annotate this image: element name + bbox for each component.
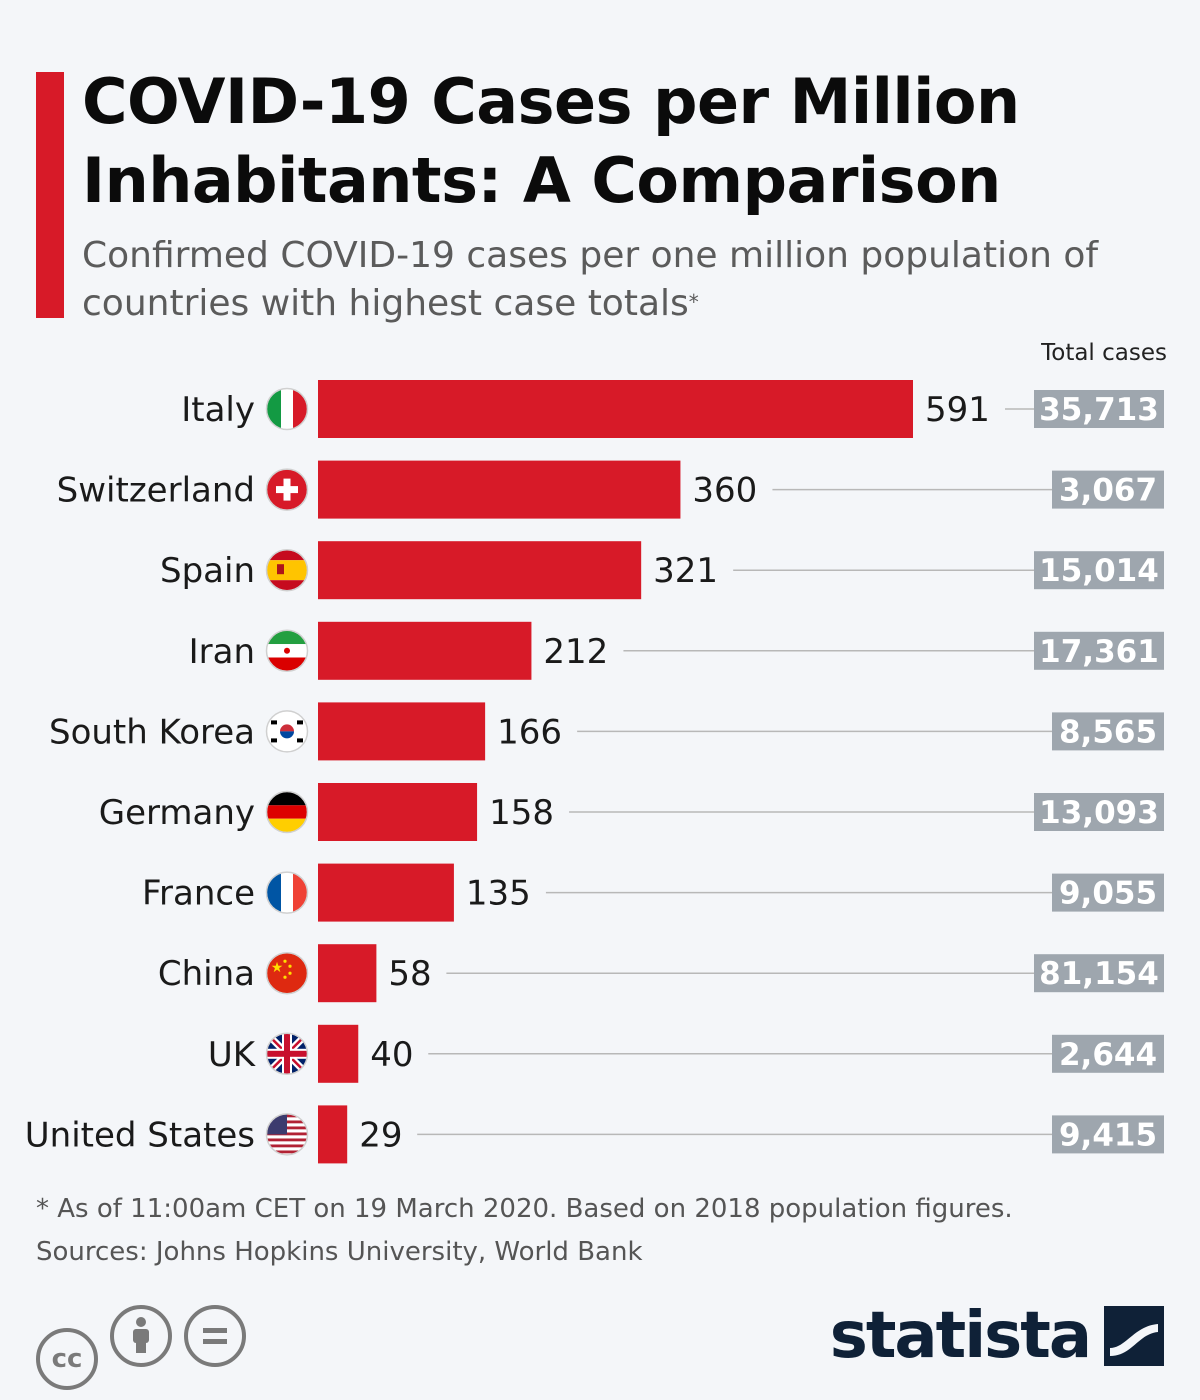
total-cases-value: 13,093 <box>1039 795 1159 831</box>
china-flag-icon: ★ <box>265 951 309 995</box>
bar-row: United States 29 9,415 <box>25 1105 1164 1164</box>
value-label: 360 <box>692 471 757 511</box>
footnote: * As of 11:00am CET on 19 March 2020. Ba… <box>36 1188 1166 1274</box>
subtitle-footnote-mark: * <box>688 290 699 314</box>
bar <box>318 702 486 761</box>
value-label: 591 <box>925 390 990 430</box>
bar-row: Spain 321 15,014 <box>160 541 1164 600</box>
statista-mark-icon <box>1104 1306 1164 1366</box>
creative-commons-icon[interactable]: cc <box>36 1328 98 1390</box>
bar <box>318 1105 348 1164</box>
value-label: 40 <box>370 1035 413 1075</box>
chart-title: COVID-19 Cases per Million Inhabitants: … <box>82 65 1020 217</box>
bar-row: South Korea 166 8,565 <box>49 702 1164 761</box>
subtitle-text: Confirmed COVID-19 cases per one million… <box>82 235 1099 324</box>
bar-row: Iran 212 17,361 <box>189 621 1164 680</box>
category-label: China <box>158 954 255 994</box>
germany-flag-icon <box>265 790 309 834</box>
bar-row: China ★ 58 81,154 <box>158 944 1164 1003</box>
total-cases-box <box>1052 470 1164 509</box>
total-cases-value: 15,014 <box>1039 553 1159 589</box>
total-cases-box <box>1052 1115 1164 1154</box>
total-cases-box <box>1034 793 1164 831</box>
spain-flag-icon <box>265 548 309 592</box>
france-flag-icon <box>265 871 309 914</box>
total-cases-value: 9,415 <box>1059 1117 1157 1153</box>
category-label: Iran <box>189 632 255 672</box>
total-cases-value: 81,154 <box>1039 956 1159 992</box>
total-cases-value: 17,361 <box>1039 634 1159 670</box>
category-label: France <box>142 874 255 914</box>
total-cases-value: 9,055 <box>1059 876 1157 912</box>
total-cases-box <box>1034 954 1164 993</box>
category-label: United States <box>25 1115 255 1155</box>
license-icons: cc <box>36 1305 258 1390</box>
uk-flag-icon <box>265 1032 309 1076</box>
footnote-note: * As of 11:00am CET on 19 March 2020. Ba… <box>36 1194 1013 1224</box>
category-label: South Korea <box>49 712 255 752</box>
total-cases-value: 2,644 <box>1059 1037 1157 1073</box>
value-label: 29 <box>359 1115 402 1155</box>
chart-subtitle: Confirmed COVID-19 cases per one million… <box>82 232 1172 328</box>
bar-row: UK 40 2,644 <box>208 1024 1164 1083</box>
bar-row: Italy 591 35,713 <box>181 380 1164 438</box>
switzerland-flag-icon <box>265 468 309 511</box>
total-cases-box <box>1052 873 1164 912</box>
total-cases-box <box>1034 390 1164 428</box>
bar <box>318 460 681 519</box>
title-accent-bar <box>36 72 64 318</box>
category-label: UK <box>208 1035 257 1075</box>
value-label: 158 <box>489 793 554 833</box>
bar <box>318 621 532 680</box>
category-label: Germany <box>99 793 255 833</box>
value-label: 58 <box>388 954 431 994</box>
svg-text:★: ★ <box>271 960 284 976</box>
bar-row: France 135 9,055 <box>142 863 1164 922</box>
bar <box>318 783 478 841</box>
total-cases-header: Total cases <box>1041 340 1167 366</box>
footnote-sources: Sources: Johns Hopkins University, World… <box>36 1237 643 1267</box>
bar <box>318 1024 359 1083</box>
bar-row: Germany 158 13,093 <box>99 783 1164 841</box>
total-cases-box <box>1052 1034 1164 1073</box>
bar <box>318 541 642 600</box>
bar <box>318 380 913 438</box>
bar-row: Switzerland 360 3,067 <box>57 460 1164 519</box>
category-label: Switzerland <box>57 471 255 511</box>
category-label: Spain <box>160 551 255 591</box>
value-label: 321 <box>653 551 718 591</box>
bar-chart: Italy 591 35,713 Switzerland 360 3,067 Spain 32… <box>25 380 1164 1164</box>
italy-flag-icon <box>265 387 309 431</box>
total-cases-box <box>1034 551 1164 590</box>
no-derivatives-icon[interactable] <box>184 1305 246 1367</box>
attribution-icon[interactable] <box>110 1305 172 1367</box>
total-cases-box <box>1052 712 1164 751</box>
category-label: Italy <box>181 390 255 430</box>
value-label: 135 <box>466 874 531 914</box>
bar <box>318 863 454 922</box>
bar <box>318 944 377 1003</box>
total-cases-box <box>1034 631 1164 670</box>
value-label: 166 <box>497 712 562 752</box>
south-korea-flag-icon <box>265 710 309 753</box>
value-label: 212 <box>543 632 608 672</box>
statista-wordmark: statista <box>829 1299 1092 1373</box>
total-cases-value: 35,713 <box>1039 392 1159 428</box>
total-cases-value: 8,565 <box>1059 714 1157 750</box>
united-states-flag-icon <box>265 1113 309 1156</box>
statista-logo[interactable]: statista <box>830 1296 1164 1376</box>
total-cases-value: 3,067 <box>1059 473 1157 509</box>
iran-flag-icon <box>265 629 309 673</box>
